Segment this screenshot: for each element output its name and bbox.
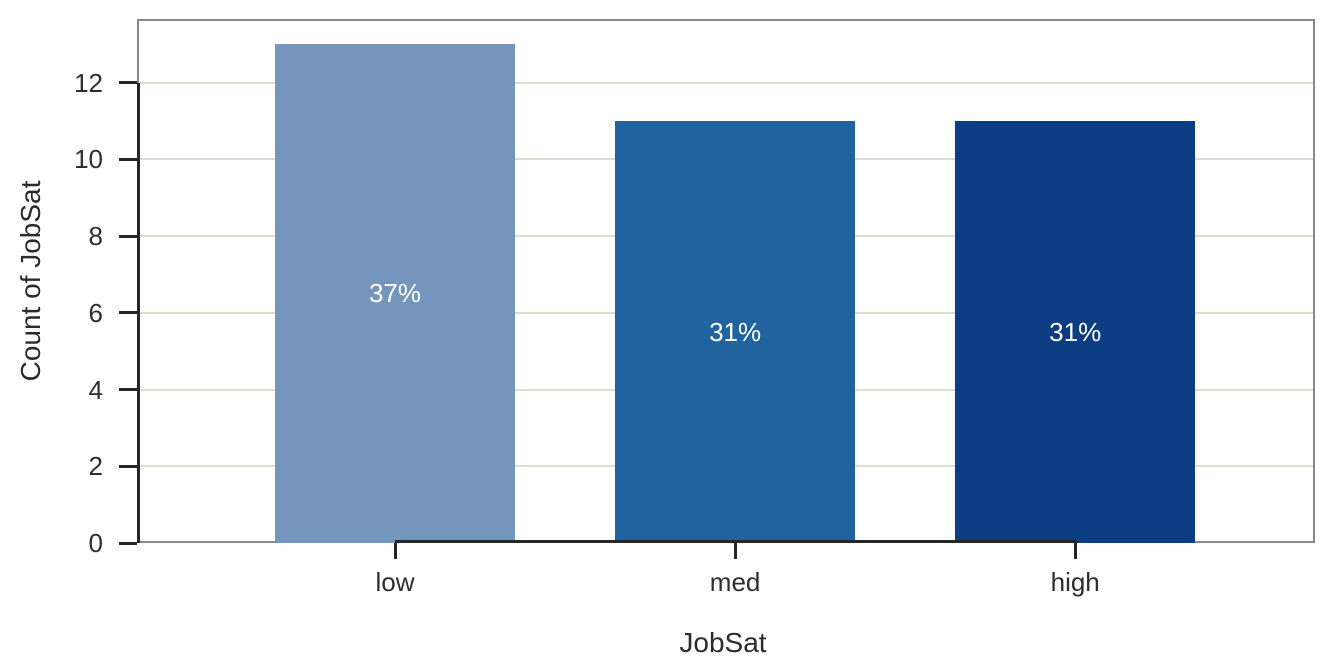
x-tick-med xyxy=(733,543,737,559)
bar-high: 31% xyxy=(955,121,1196,543)
y-tick-label-0: 0 xyxy=(88,528,103,558)
x-tick-high xyxy=(1073,543,1077,559)
y-tick-label-8: 8 xyxy=(88,221,103,252)
bar-label-low: 37% xyxy=(368,278,422,309)
y-tick-label-12: 12 xyxy=(74,67,103,98)
y-tick-label-6: 6 xyxy=(88,297,103,328)
y-tick-label-4: 4 xyxy=(88,374,103,405)
x-axis-spine xyxy=(395,540,1078,543)
x-tick-label-med: med xyxy=(709,567,761,597)
y-tick-10 xyxy=(119,157,137,161)
x-tick-label-low: low xyxy=(375,567,415,597)
y-tick-4 xyxy=(119,388,137,392)
bar-label-med: 31% xyxy=(709,316,762,347)
bar-low: 37% xyxy=(275,44,515,543)
y-tick-0 xyxy=(119,541,137,545)
bar-label-high: 31% xyxy=(1049,316,1102,347)
x-axis-title: JobSat xyxy=(679,627,767,658)
y-tick-2 xyxy=(119,464,137,468)
y-tick-label-2: 2 xyxy=(88,451,103,482)
y-tick-label-10: 10 xyxy=(74,144,103,175)
y-tick-8 xyxy=(119,234,137,238)
gridline-y12 xyxy=(137,81,1315,84)
y-tick-6 xyxy=(119,311,137,315)
y-axis-title: Count of JobSat xyxy=(15,180,46,382)
bar-med: 31% xyxy=(615,121,856,543)
y-axis-spine xyxy=(137,82,140,543)
x-tick-low xyxy=(393,543,397,559)
x-tick-label-high: high xyxy=(1050,567,1100,597)
y-tick-12 xyxy=(119,81,137,85)
